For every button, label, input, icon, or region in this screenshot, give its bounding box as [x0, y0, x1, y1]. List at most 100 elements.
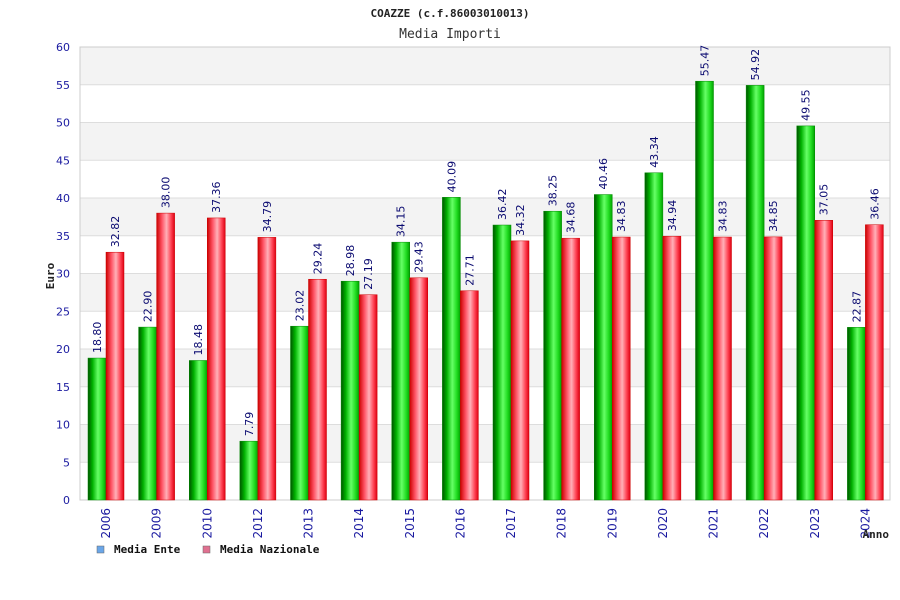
plot-band — [80, 84, 890, 123]
data-label-media-nazionale: 37.36 — [210, 181, 223, 213]
bar-media-nazionale — [105, 251, 125, 501]
data-label-media-ente: 54.92 — [749, 49, 762, 81]
legend-label-media-ente: Media Ente — [114, 543, 181, 556]
bar-media-ente — [543, 210, 562, 501]
data-label-media-nazionale: 34.68 — [565, 202, 578, 234]
bar-media-ente — [239, 440, 259, 501]
data-label-media-nazionale: 27.71 — [463, 254, 476, 286]
y-tick-label: 10 — [56, 419, 70, 432]
data-label-media-nazionale: 34.85 — [767, 200, 780, 232]
x-tick-label: 2022 — [757, 508, 771, 539]
bar-media-ente — [442, 197, 461, 501]
x-tick-label: 2006 — [99, 508, 113, 539]
y-tick-label: 15 — [56, 381, 70, 394]
data-label-media-nazionale: 36.46 — [868, 188, 881, 220]
data-label-media-nazionale: 29.24 — [312, 243, 325, 275]
data-label-media-nazionale: 34.83 — [717, 201, 730, 233]
bar-media-nazionale — [257, 237, 277, 501]
x-axis-ticks: 2006 2009 2010 2012 2013 2014 2015 2016 2017 2018… — [99, 508, 872, 539]
data-label-media-nazionale: 38.00 — [160, 177, 173, 209]
data-label-media-ente: 22.87 — [850, 291, 863, 323]
bar-media-nazionale — [207, 217, 226, 501]
bars — [87, 80, 884, 501]
bar-media-nazionale — [409, 277, 428, 501]
y-tick-label: 50 — [56, 117, 70, 130]
data-label-media-ente: 36.42 — [496, 189, 509, 221]
bar-media-nazionale — [763, 236, 783, 501]
chart-subtitle: Media Importi — [399, 27, 501, 42]
data-label-media-nazionale: 32.82 — [109, 216, 122, 248]
bar-media-ente — [492, 224, 512, 501]
bar-media-nazionale — [713, 236, 732, 501]
chart-title: COAZZE (c.f.86003010013) — [371, 7, 530, 20]
bar-media-nazionale — [612, 236, 631, 501]
bar-media-nazionale — [814, 220, 833, 501]
x-tick-label: 2009 — [150, 508, 164, 539]
data-label-media-nazionale: 34.94 — [666, 200, 679, 232]
x-tick-label: 2024 — [858, 508, 872, 539]
bar-media-ente — [745, 85, 765, 501]
bar-media-ente — [847, 327, 866, 501]
data-label-media-nazionale: 27.19 — [362, 258, 375, 290]
data-label-media-ente: 40.09 — [445, 161, 458, 193]
y-tick-label: 35 — [56, 230, 70, 243]
x-tick-label: 2010 — [200, 508, 214, 539]
bar-media-nazionale — [358, 294, 378, 501]
data-label-media-ente: 38.25 — [547, 175, 560, 207]
y-tick-label: 55 — [56, 79, 70, 92]
legend-label-media-nazionale: Media Nazionale — [220, 543, 320, 556]
y-axis-label: Euro — [44, 262, 57, 289]
bar-data-labels: 18.80 32.82 22.90 38.00 18.48 37.36 7.79 34.79 2… — [91, 45, 881, 436]
data-label-media-ente: 22.90 — [142, 291, 155, 323]
data-label-media-nazionale: 34.32 — [514, 204, 527, 236]
bar-media-ente — [391, 241, 410, 501]
data-label-media-nazionale: 34.79 — [261, 201, 274, 233]
x-tick-label: 2019 — [605, 508, 619, 539]
bar-media-nazionale — [865, 224, 884, 501]
x-tick-label: 2021 — [707, 508, 721, 539]
bar-media-ente — [290, 325, 309, 501]
data-label-media-nazionale: 29.43 — [413, 241, 426, 273]
bar-media-ente — [189, 360, 208, 501]
x-tick-label: 2018 — [555, 508, 569, 539]
x-tick-label: 2017 — [504, 508, 518, 539]
data-label-media-ente: 49.55 — [800, 89, 813, 121]
x-tick-label: 2014 — [352, 508, 366, 539]
y-tick-label: 0 — [63, 494, 70, 507]
plot-band — [80, 160, 890, 198]
data-label-media-nazionale: 34.83 — [615, 201, 628, 233]
bar-media-nazionale — [662, 235, 682, 501]
x-tick-label: 2023 — [808, 508, 822, 539]
bar-media-nazionale — [561, 237, 580, 501]
data-label-media-ente: 18.80 — [91, 322, 104, 354]
data-label-media-ente: 18.48 — [192, 324, 205, 356]
y-tick-label: 30 — [56, 268, 70, 281]
x-tick-label: 2015 — [403, 508, 417, 539]
data-label-media-ente: 43.34 — [648, 136, 661, 168]
bar-media-ente — [796, 125, 815, 501]
x-tick-label: 2013 — [302, 508, 316, 539]
x-tick-label: 2012 — [251, 508, 265, 539]
x-tick-label: 2016 — [453, 508, 467, 539]
bar-media-ente — [138, 326, 157, 501]
bar-media-ente — [695, 80, 714, 501]
bar-media-ente — [594, 194, 613, 501]
data-label-media-ente: 55.47 — [699, 45, 712, 77]
bar-media-nazionale — [460, 290, 479, 501]
y-tick-label: 5 — [63, 456, 70, 469]
y-tick-label: 60 — [56, 41, 70, 54]
legend-swatch-media-nazionale — [202, 545, 211, 554]
bar-media-nazionale — [510, 240, 530, 501]
plot-border — [79, 46, 891, 501]
y-axis-ticks: 0 5 10 15 20 25 30 35 40 45 50 55 60 — [56, 41, 70, 507]
x-axis-label: Anno — [863, 528, 890, 541]
legend: Media Ente Media Nazionale — [96, 543, 320, 556]
data-label-media-ente: 34.15 — [395, 206, 408, 238]
data-label-media-ente: 7.79 — [243, 412, 256, 437]
y-tick-label: 45 — [56, 154, 70, 167]
bar-media-ente — [644, 172, 664, 501]
x-tick-label: 2020 — [656, 508, 670, 539]
y-tick-label: 40 — [56, 192, 70, 205]
bar-media-nazionale — [156, 212, 175, 501]
